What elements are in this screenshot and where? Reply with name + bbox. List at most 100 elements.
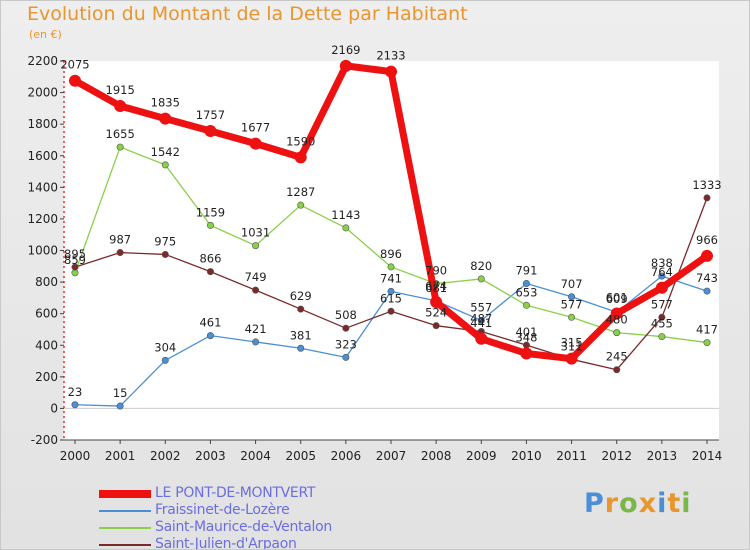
- data-label: 1915: [106, 83, 135, 97]
- data-point: [116, 402, 124, 410]
- data-label: 838: [651, 256, 673, 270]
- data-label: 859: [64, 253, 86, 267]
- data-point: [249, 137, 262, 150]
- data-label: 2133: [376, 49, 405, 63]
- data-label: 1333: [692, 178, 721, 192]
- y-tick-label: 2000: [27, 86, 58, 100]
- data-point: [522, 301, 530, 309]
- x-tick-label: 2008: [421, 449, 452, 463]
- data-point: [342, 353, 350, 361]
- data-label: 764: [651, 265, 673, 279]
- data-point: [387, 287, 395, 295]
- data-label: 2075: [60, 58, 89, 72]
- logo-letter: P: [584, 488, 605, 519]
- data-label: 381: [290, 328, 312, 342]
- data-label: 681: [425, 281, 447, 295]
- data-label: 820: [470, 259, 492, 273]
- data-point: [339, 59, 352, 72]
- y-tick-label: -200: [31, 433, 58, 447]
- data-label: 245: [606, 350, 628, 364]
- x-tick-label: 2009: [466, 449, 497, 463]
- data-label: 895: [64, 247, 86, 261]
- y-tick-label: 200: [35, 370, 58, 384]
- legend-label: Saint-Maurice-de-Ventalon: [155, 519, 332, 535]
- data-label: 1655: [106, 127, 135, 141]
- y-tick-label: 1400: [27, 180, 58, 194]
- data-label: 1287: [286, 185, 315, 199]
- legend-swatch: [99, 490, 151, 498]
- logo-letter: r: [604, 488, 620, 519]
- data-point: [161, 161, 169, 169]
- data-point: [703, 339, 711, 347]
- legend-swatch: [99, 527, 151, 529]
- y-tick-label: 400: [35, 338, 58, 352]
- x-tick-label: 2006: [331, 449, 362, 463]
- y-tick-label: 1600: [27, 149, 58, 163]
- data-point: [297, 305, 305, 313]
- data-label: 323: [335, 337, 357, 351]
- proxiti-logo: Proxiti: [584, 488, 692, 519]
- data-point: [522, 280, 530, 288]
- data-point: [520, 347, 533, 360]
- data-point: [475, 332, 488, 345]
- data-point: [477, 275, 485, 283]
- x-tick-label: 2014: [692, 449, 723, 463]
- data-label: 896: [380, 247, 402, 261]
- data-label: 743: [696, 271, 718, 285]
- data-point: [613, 366, 621, 374]
- data-label: 1757: [196, 108, 225, 122]
- data-label: 1835: [151, 96, 180, 110]
- data-label: 480: [606, 313, 628, 327]
- y-tick-label: 800: [35, 275, 58, 289]
- data-point: [206, 332, 214, 340]
- data-label: 791: [515, 264, 537, 278]
- data-point: [252, 286, 260, 294]
- data-label: 601: [606, 291, 628, 305]
- logo-letter: i: [657, 488, 668, 519]
- data-label: 674: [425, 279, 447, 293]
- data-point: [568, 313, 576, 321]
- data-label: 455: [651, 317, 673, 331]
- data-label: 524: [425, 306, 447, 320]
- y-tick-label: 1200: [27, 212, 58, 226]
- data-label: 577: [651, 297, 673, 311]
- data-label: 741: [380, 271, 402, 285]
- x-tick-label: 2011: [556, 449, 587, 463]
- data-label: 15: [113, 386, 128, 400]
- logo-letter: x: [638, 488, 658, 519]
- data-label: 966: [696, 233, 718, 247]
- data-point: [658, 272, 666, 280]
- data-point: [114, 100, 127, 113]
- y-tick-label: 1000: [27, 244, 58, 258]
- data-label: 1677: [241, 121, 270, 135]
- data-label: 421: [245, 322, 267, 336]
- data-label: 557: [470, 300, 492, 314]
- x-tick-label: 2010: [511, 449, 542, 463]
- data-point: [206, 221, 214, 229]
- data-point: [161, 356, 169, 364]
- data-label: 1590: [286, 134, 315, 148]
- data-label: 987: [109, 233, 131, 247]
- data-label: 304: [154, 340, 176, 354]
- data-point: [703, 287, 711, 295]
- data-point: [387, 263, 395, 271]
- legend-label: Fraissinet-de-Lozère: [155, 502, 290, 518]
- data-point: [387, 307, 395, 315]
- data-point: [568, 293, 576, 301]
- data-point: [610, 307, 623, 320]
- data-label: 1031: [241, 226, 270, 240]
- data-point: [116, 143, 124, 151]
- data-point: [703, 194, 711, 202]
- data-label: 615: [380, 291, 402, 305]
- data-point: [432, 322, 440, 330]
- data-label: 629: [290, 289, 312, 303]
- data-point: [385, 65, 397, 78]
- data-label: 653: [515, 285, 537, 299]
- data-label: 609: [606, 292, 628, 306]
- logo-letter: o: [619, 488, 639, 519]
- data-point: [658, 333, 666, 341]
- data-point: [206, 268, 214, 276]
- data-label: 461: [199, 316, 221, 330]
